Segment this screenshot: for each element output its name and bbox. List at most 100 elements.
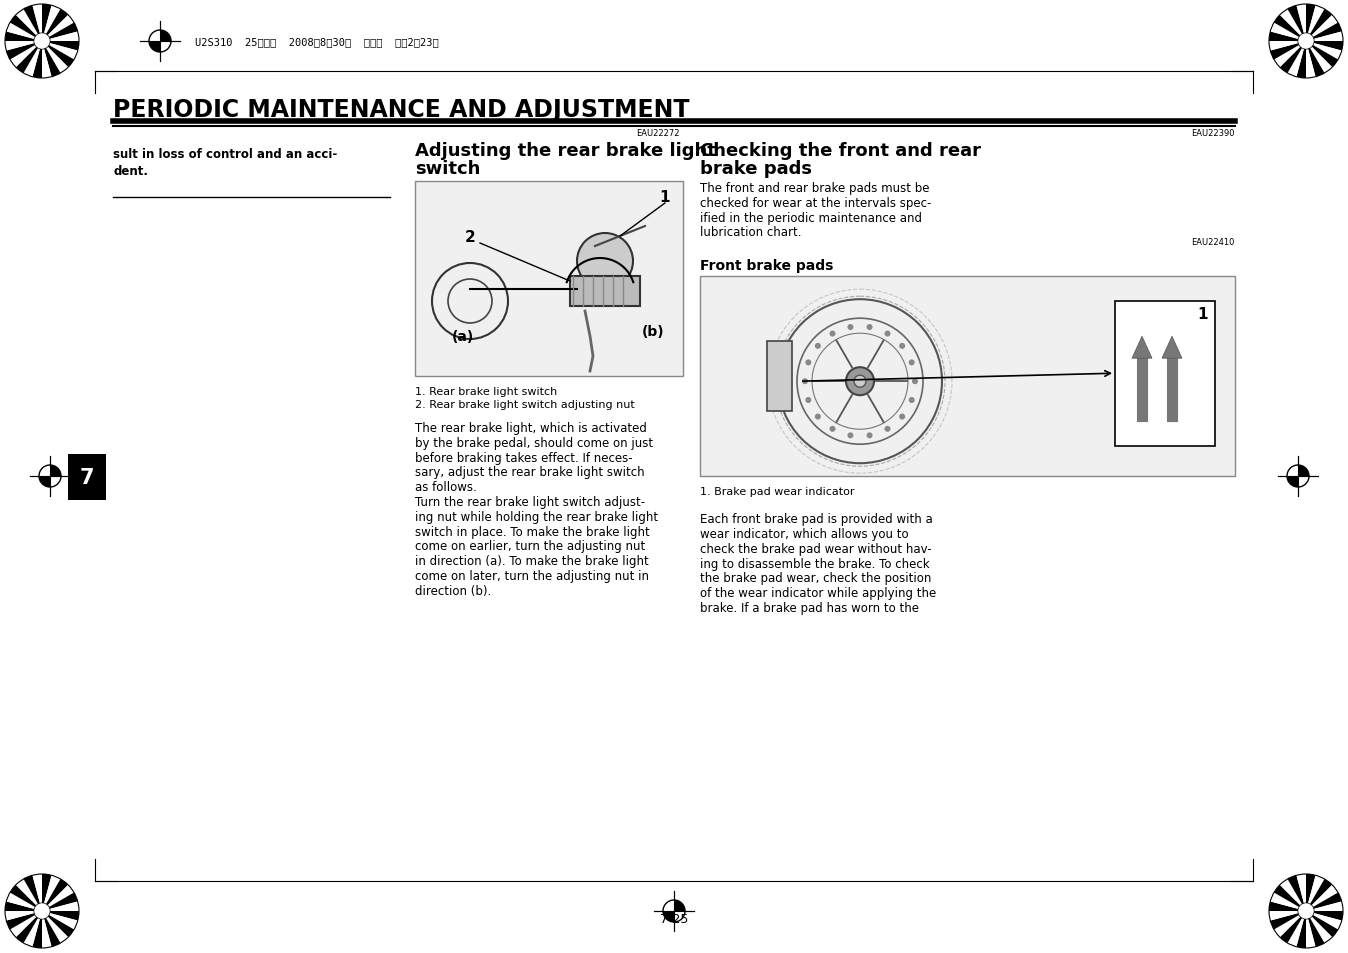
Circle shape [1298, 902, 1314, 920]
Circle shape [34, 902, 50, 920]
Text: 1: 1 [659, 190, 670, 204]
Text: PERIODIC MAINTENANCE AND ADJUSTMENT: PERIODIC MAINTENANCE AND ADJUSTMENT [113, 98, 689, 122]
Wedge shape [1306, 879, 1332, 911]
Wedge shape [5, 42, 42, 51]
Wedge shape [1306, 5, 1316, 42]
Polygon shape [1162, 336, 1182, 359]
Wedge shape [42, 42, 74, 68]
Wedge shape [1287, 476, 1298, 488]
Wedge shape [1306, 42, 1341, 60]
Wedge shape [663, 911, 674, 923]
Circle shape [816, 343, 821, 350]
Circle shape [829, 426, 836, 433]
Circle shape [884, 426, 891, 433]
Circle shape [805, 360, 811, 366]
Wedge shape [1270, 893, 1306, 911]
Text: ing to disassemble the brake. To check: ing to disassemble the brake. To check [700, 557, 930, 570]
Circle shape [867, 325, 872, 331]
Wedge shape [1306, 42, 1325, 77]
Wedge shape [7, 893, 42, 911]
Text: wear indicator, which allows you to: wear indicator, which allows you to [700, 527, 909, 540]
Wedge shape [16, 42, 42, 74]
Text: (a): (a) [452, 330, 474, 344]
Text: of the wear indicator while applying the: of the wear indicator while applying the [700, 587, 937, 599]
Wedge shape [42, 10, 69, 42]
Wedge shape [23, 42, 42, 77]
Circle shape [884, 332, 891, 337]
Wedge shape [1274, 885, 1306, 911]
Polygon shape [1132, 336, 1153, 359]
Text: The rear brake light, which is activated: The rear brake light, which is activated [415, 421, 647, 435]
Text: Adjusting the rear brake light: Adjusting the rear brake light [415, 142, 716, 160]
Text: check the brake pad wear without hav-: check the brake pad wear without hav- [700, 542, 931, 556]
Wedge shape [16, 879, 42, 911]
Wedge shape [5, 32, 42, 42]
Text: lubrication chart.: lubrication chart. [700, 226, 802, 239]
Wedge shape [42, 911, 61, 946]
Wedge shape [1298, 465, 1309, 476]
Wedge shape [1297, 5, 1306, 42]
Wedge shape [42, 911, 74, 937]
Circle shape [867, 433, 872, 439]
Wedge shape [42, 42, 51, 79]
Text: EAU22272: EAU22272 [636, 129, 679, 138]
Bar [570, 276, 640, 307]
Wedge shape [42, 32, 80, 42]
Wedge shape [23, 876, 42, 911]
Wedge shape [1268, 911, 1306, 921]
Wedge shape [5, 911, 42, 921]
Wedge shape [42, 879, 69, 911]
Wedge shape [1279, 879, 1306, 911]
Wedge shape [42, 902, 80, 911]
Text: brake. If a brake pad has worn to the: brake. If a brake pad has worn to the [700, 601, 919, 615]
Wedge shape [32, 5, 42, 42]
Wedge shape [1268, 42, 1306, 51]
Wedge shape [1306, 16, 1339, 42]
Circle shape [848, 325, 853, 331]
Wedge shape [1279, 911, 1306, 943]
Text: 1: 1 [1198, 306, 1208, 321]
Wedge shape [1306, 876, 1325, 911]
Circle shape [899, 343, 905, 350]
Wedge shape [1306, 42, 1339, 68]
Wedge shape [1306, 902, 1343, 911]
Wedge shape [32, 911, 42, 948]
Wedge shape [1306, 911, 1325, 946]
Text: come on later, turn the adjusting nut in: come on later, turn the adjusting nut in [415, 569, 648, 582]
Wedge shape [1287, 7, 1306, 42]
Wedge shape [1306, 893, 1341, 911]
Text: ing nut while holding the rear brake light: ing nut while holding the rear brake lig… [415, 510, 658, 523]
Wedge shape [32, 874, 42, 911]
Circle shape [1287, 465, 1309, 488]
Wedge shape [1274, 42, 1306, 68]
Text: 2: 2 [465, 230, 476, 244]
Wedge shape [9, 42, 42, 68]
Wedge shape [42, 7, 61, 42]
Wedge shape [5, 902, 42, 911]
Wedge shape [16, 10, 42, 42]
Wedge shape [1270, 911, 1306, 929]
Circle shape [1298, 33, 1314, 51]
Wedge shape [42, 42, 61, 77]
Text: come on earlier, turn the adjusting nut: come on earlier, turn the adjusting nut [415, 539, 646, 553]
Text: ified in the periodic maintenance and: ified in the periodic maintenance and [700, 212, 922, 224]
Wedge shape [1268, 902, 1306, 911]
Circle shape [913, 378, 918, 385]
Wedge shape [42, 876, 61, 911]
Wedge shape [32, 42, 42, 79]
Wedge shape [1306, 911, 1339, 937]
Text: as follows.: as follows. [415, 480, 477, 494]
Text: U2S310  25ページ  2008年8月30日  土曜日  午後2時23分: U2S310 25ページ 2008年8月30日 土曜日 午後2時23分 [195, 37, 438, 47]
Text: (b): (b) [642, 325, 665, 338]
Wedge shape [23, 7, 42, 42]
Text: Front brake pads: Front brake pads [700, 259, 833, 273]
Circle shape [816, 415, 821, 420]
Wedge shape [1306, 911, 1341, 929]
Text: 1. Brake pad wear indicator: 1. Brake pad wear indicator [700, 487, 855, 497]
Wedge shape [42, 911, 69, 943]
Circle shape [899, 415, 905, 420]
Circle shape [34, 33, 50, 51]
Text: in direction (a). To make the brake light: in direction (a). To make the brake ligh… [415, 555, 648, 568]
Circle shape [150, 30, 171, 53]
Circle shape [802, 378, 807, 385]
